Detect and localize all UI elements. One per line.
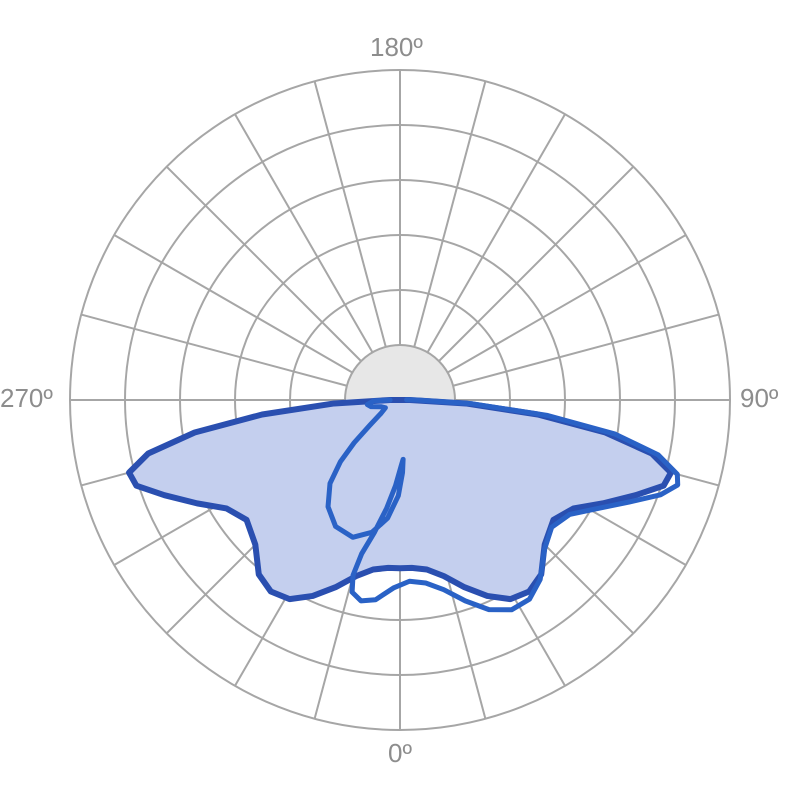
axis-label-90: 90º	[740, 383, 778, 414]
axis-label-270: 270º	[0, 383, 53, 414]
polar-chart-svg	[0, 0, 800, 800]
light-distribution-fill	[129, 400, 671, 599]
axis-label-0: 0º	[388, 738, 412, 769]
axis-label-180: 180º	[370, 32, 423, 63]
polar-chart: 180º 90º 0º 270º	[0, 0, 800, 800]
